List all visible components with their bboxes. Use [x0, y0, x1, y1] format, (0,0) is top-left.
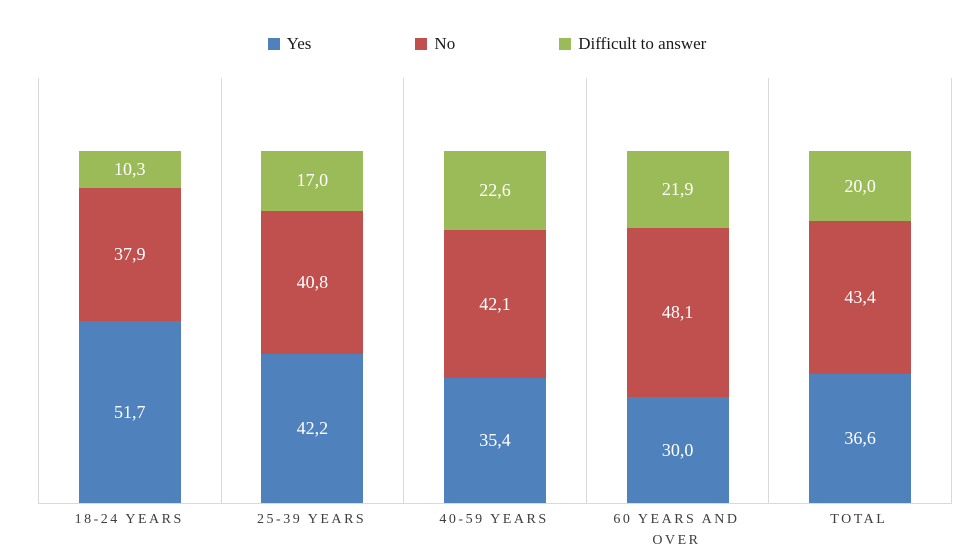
- stacked-bar-1: 10,3 37,9 51,7: [78, 151, 181, 503]
- value-label: 30,0: [661, 439, 694, 460]
- category-panel-1: 10,3 37,9 51,7: [39, 78, 222, 503]
- legend-label-difficult-to-answer: Difficult to answer: [578, 34, 707, 53]
- category-panel-4: 21,9 48,1 30,0: [587, 78, 770, 503]
- value-label: 36,6: [844, 428, 876, 449]
- value-label: 37,9: [114, 243, 146, 264]
- bar-segment-no: 37,9: [78, 187, 181, 322]
- value-label: 42,1: [479, 293, 511, 314]
- legend-item-yes: Yes: [267, 34, 312, 54]
- bar-segment-yes: 36,6: [809, 374, 912, 503]
- value-label: 21,9: [661, 179, 694, 200]
- value-label: 17,0: [296, 170, 329, 191]
- value-label: 51,7: [114, 401, 146, 422]
- legend-item-no: No: [415, 34, 455, 54]
- x-axis-labels: 18-24 YEARS 25-39 YEARS 40-59 YEARS 60 YEAR…: [38, 509, 950, 551]
- bar-segment-difficult-to-answer: 21,9: [626, 151, 729, 229]
- bar-segment-difficult-to-answer: 17,0: [261, 151, 364, 211]
- value-label: 22,6: [479, 179, 511, 200]
- legend-item-difficult-to-answer: Difficult to answer: [559, 34, 706, 54]
- legend-label-no: No: [434, 34, 456, 53]
- category-panel-2: 17,0 40,8 42,2: [222, 78, 405, 503]
- category-panel-5: 20,0 43,4 36,6: [769, 78, 951, 503]
- x-axis-label-3: 40-59 YEARS: [439, 512, 549, 527]
- x-axis-label-4: 60 YEARS AND OVER: [613, 512, 740, 548]
- x-axis-label-1: 18-24 YEARS: [74, 512, 184, 527]
- x-axis-label-5: TOTAL: [830, 512, 888, 527]
- stacked-bar-4: 21,9 48,1 30,0: [626, 151, 729, 503]
- category-panel-3: 22,6 42,1 35,4: [404, 78, 587, 503]
- bar-segment-no: 43,4: [809, 221, 912, 375]
- bar-segment-yes: 42,2: [261, 354, 364, 503]
- bar-segment-no: 40,8: [261, 210, 364, 355]
- legend-swatch-yes: [267, 38, 280, 50]
- plot-area: 10,3 37,9 51,7 17,0 40,8 42,2 22,6 42,1 35,4 21,9…: [38, 78, 952, 504]
- bar-segment-no: 42,1: [443, 230, 546, 379]
- bar-segment-no: 48,1: [626, 228, 729, 398]
- bar-segment-yes: 35,4: [443, 378, 546, 503]
- value-label: 43,4: [844, 287, 876, 308]
- value-label: 40,8: [296, 272, 329, 293]
- value-label: 48,1: [661, 302, 694, 323]
- value-label: 42,2: [296, 418, 329, 439]
- bar-segment-difficult-to-answer: 22,6: [443, 150, 546, 231]
- legend-label-yes: Yes: [286, 34, 312, 53]
- stacked-bar-5: 20,0 43,4 36,6: [809, 151, 912, 503]
- bar-segment-yes: 30,0: [626, 397, 729, 503]
- bar-segment-difficult-to-answer: 20,0: [809, 151, 912, 222]
- value-label: 35,4: [479, 430, 511, 451]
- bar-segment-difficult-to-answer: 10,3: [78, 151, 181, 188]
- value-label: 20,0: [844, 175, 876, 196]
- bar-segment-yes: 51,7: [78, 321, 181, 503]
- legend-swatch-difficult-to-answer: [559, 38, 572, 50]
- legend-swatch-no: [415, 38, 428, 50]
- x-axis-label-2: 25-39 YEARS: [256, 512, 367, 527]
- stacked-bar-3: 22,6 42,1 35,4: [443, 150, 546, 503]
- stacked-bar-2: 17,0 40,8 42,2: [261, 151, 364, 503]
- chart-legend: Yes No Difficult to answer: [0, 34, 974, 54]
- value-label: 10,3: [114, 159, 146, 179]
